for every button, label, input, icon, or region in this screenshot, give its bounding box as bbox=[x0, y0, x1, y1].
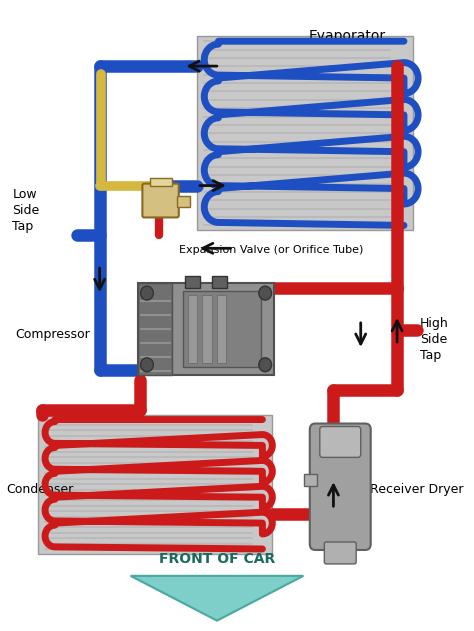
Bar bbox=[38, 415, 273, 554]
Bar bbox=[212, 276, 227, 288]
Text: Condenser: Condenser bbox=[6, 483, 73, 496]
Circle shape bbox=[141, 286, 153, 300]
Bar bbox=[202, 295, 211, 363]
FancyBboxPatch shape bbox=[324, 542, 356, 564]
Bar bbox=[188, 295, 197, 363]
Bar bbox=[183, 291, 261, 367]
Bar bbox=[217, 295, 226, 363]
Bar bbox=[150, 177, 172, 186]
Bar bbox=[304, 475, 317, 487]
Bar bbox=[197, 36, 412, 230]
Polygon shape bbox=[130, 576, 303, 621]
Text: Receiver Dryer: Receiver Dryer bbox=[370, 483, 463, 496]
Bar bbox=[138, 283, 274, 375]
Circle shape bbox=[259, 286, 272, 300]
Bar bbox=[177, 196, 190, 208]
Circle shape bbox=[259, 358, 272, 372]
FancyBboxPatch shape bbox=[320, 427, 361, 457]
Text: High
Side
Tap: High Side Tap bbox=[420, 317, 448, 362]
Text: FRONT OF CAR: FRONT OF CAR bbox=[159, 552, 275, 566]
Text: Low
Side
Tap: Low Side Tap bbox=[12, 188, 39, 233]
Circle shape bbox=[141, 358, 153, 372]
Text: Expansion Valve (or Orifice Tube): Expansion Valve (or Orifice Tube) bbox=[179, 245, 363, 256]
Bar bbox=[138, 283, 173, 375]
Text: Evaporator: Evaporator bbox=[309, 29, 386, 44]
FancyBboxPatch shape bbox=[142, 184, 179, 218]
Bar bbox=[185, 276, 200, 288]
FancyBboxPatch shape bbox=[310, 423, 371, 550]
Text: Compressor: Compressor bbox=[15, 328, 90, 341]
